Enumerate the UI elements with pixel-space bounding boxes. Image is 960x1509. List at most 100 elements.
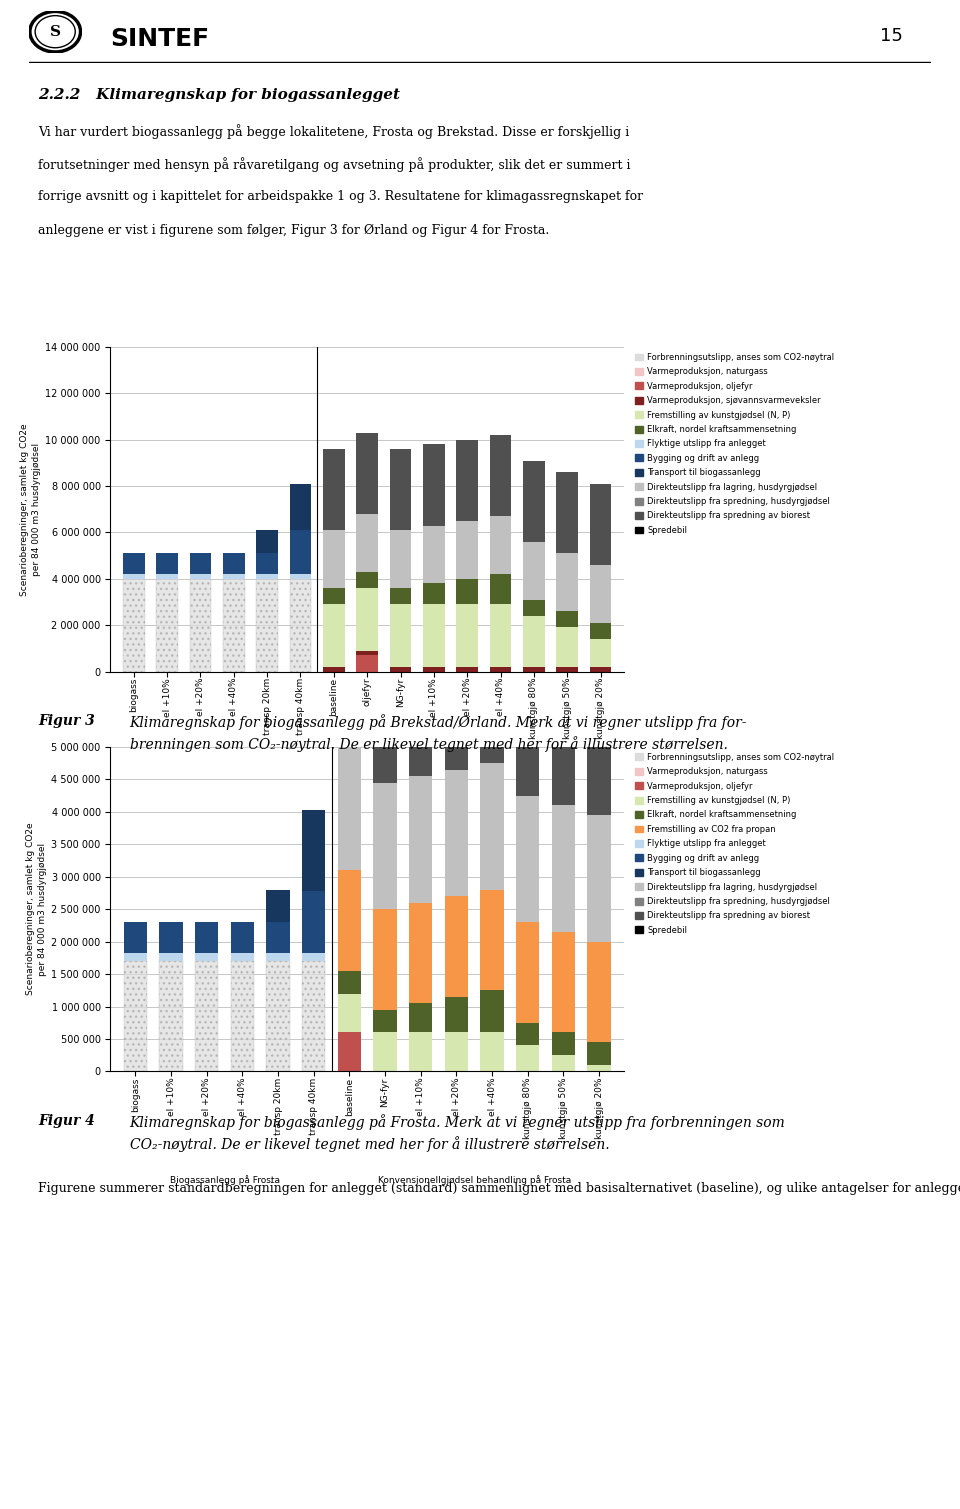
Bar [290, 530, 311, 573]
Bar [552, 806, 575, 933]
Bar [195, 961, 218, 1071]
Bar [302, 810, 325, 890]
Bar [444, 896, 468, 997]
Bar [290, 579, 311, 672]
Bar [423, 584, 444, 604]
Bar [390, 450, 412, 530]
Bar [523, 616, 544, 667]
Bar [373, 1032, 396, 1071]
Bar [456, 439, 478, 521]
Bar [323, 589, 345, 604]
Bar [267, 922, 290, 952]
Bar [190, 579, 211, 672]
Bar [409, 1032, 432, 1071]
Bar [480, 764, 504, 890]
Text: Klimaregnskap for biogassanlegg på Brekstad/Ørland. Merk at vi regner utslipp fr: Klimaregnskap for biogassanlegg på Breks… [130, 714, 747, 751]
Bar [409, 1003, 432, 1032]
Bar [356, 650, 378, 655]
Y-axis label: Scenarioberegninger, samlet kg CO2e
per 84 000 m3 husdyrgjødsel: Scenarioberegninger, samlet kg CO2e per … [26, 822, 47, 996]
Bar [256, 573, 278, 579]
Legend: Forbrenningsutslipp, anses som CO2-nøytral, Varmeproduksjon, naturgass, Varmepro: Forbrenningsutslipp, anses som CO2-nøytr… [634, 352, 836, 537]
Bar [557, 667, 578, 672]
Bar [557, 611, 578, 628]
Bar [230, 961, 254, 1071]
Bar [267, 890, 290, 922]
Bar [323, 450, 345, 530]
Bar [523, 542, 544, 599]
Bar [156, 554, 178, 573]
Bar [338, 646, 361, 744]
Bar [516, 1046, 540, 1071]
Bar [423, 525, 444, 584]
Bar [589, 640, 612, 667]
Bar [516, 1023, 540, 1046]
Bar [190, 554, 211, 573]
Bar [480, 890, 504, 990]
Bar [256, 554, 278, 573]
Bar [156, 573, 178, 579]
Bar [256, 579, 278, 672]
Bar [123, 573, 145, 579]
Bar [223, 579, 245, 672]
Bar [373, 908, 396, 1010]
Bar [444, 997, 468, 1032]
Bar [338, 744, 361, 871]
Bar [124, 952, 147, 961]
Bar [423, 667, 444, 672]
Text: Vi har vurdert biogassanlegg på begge lokalitetene, Frosta og Brekstad. Disse er: Vi har vurdert biogassanlegg på begge lo… [38, 124, 630, 139]
Bar [267, 961, 290, 1071]
Bar [456, 521, 478, 579]
Text: anleggene er vist i figurene som følger, Figur 3 for Ørland og Figur 4 for Frost: anleggene er vist i figurene som følger,… [38, 223, 550, 237]
Bar [195, 952, 218, 961]
Bar [523, 599, 544, 616]
Text: Klimaregnskap for biogassanlegg på Frosta. Merk at vi regner utslipp fra forbren: Klimaregnskap for biogassanlegg på Frost… [130, 1114, 785, 1151]
Bar [456, 579, 478, 604]
Text: Konvensjonellgjødsel behandling på Ørland/Brekstad: Konvensjonellgjødsel behandling på Ørlan… [348, 776, 587, 785]
Bar [552, 933, 575, 1032]
Text: forrige avsnitt og i kapittelet for arbeidspakke 1 og 3. Resultatene for klimaga: forrige avsnitt og i kapittelet for arbe… [38, 190, 643, 204]
Bar [523, 667, 544, 672]
Bar [390, 530, 412, 589]
Bar [557, 472, 578, 554]
Text: Figur 3: Figur 3 [38, 714, 95, 727]
Bar [589, 484, 612, 564]
Bar [323, 604, 345, 667]
Bar [356, 655, 378, 672]
Bar [480, 665, 504, 764]
Bar [223, 554, 245, 573]
Legend: Forbrenningsutslipp, anses som CO2-nøytral, Varmeproduksjon, naturgass, Varmepro: Forbrenningsutslipp, anses som CO2-nøytr… [634, 751, 836, 937]
Bar [323, 530, 345, 589]
Bar [490, 604, 512, 667]
Bar [159, 922, 182, 952]
Bar [223, 573, 245, 579]
Bar [456, 667, 478, 672]
Bar [588, 1043, 611, 1065]
Y-axis label: Scenarioberegninger, samlet kg CO2e
per 84 000 m3 husdyrgjødsel: Scenarioberegninger, samlet kg CO2e per … [20, 423, 41, 596]
Text: forutsetninger med hensyn på råvaretilgang og avsetning på produkter, slik det e: forutsetninger med hensyn på råvaretilga… [38, 157, 631, 172]
Bar [256, 530, 278, 554]
Bar [373, 685, 396, 783]
Bar [516, 699, 540, 795]
Bar [195, 922, 218, 952]
Bar [302, 952, 325, 961]
Bar [409, 679, 432, 776]
Bar [589, 623, 612, 640]
Bar [552, 708, 575, 806]
Bar [230, 952, 254, 961]
Bar [480, 990, 504, 1032]
Bar [373, 783, 396, 908]
Bar [490, 435, 512, 516]
Bar [302, 890, 325, 952]
Bar [552, 1032, 575, 1055]
Bar [338, 871, 361, 970]
Bar [490, 573, 512, 604]
Bar [390, 589, 412, 604]
Bar [323, 667, 345, 672]
Bar [267, 952, 290, 961]
Bar [557, 554, 578, 611]
Bar [516, 922, 540, 1023]
Bar [123, 579, 145, 672]
Bar [356, 572, 378, 589]
Bar [589, 564, 612, 623]
Bar [557, 628, 578, 667]
